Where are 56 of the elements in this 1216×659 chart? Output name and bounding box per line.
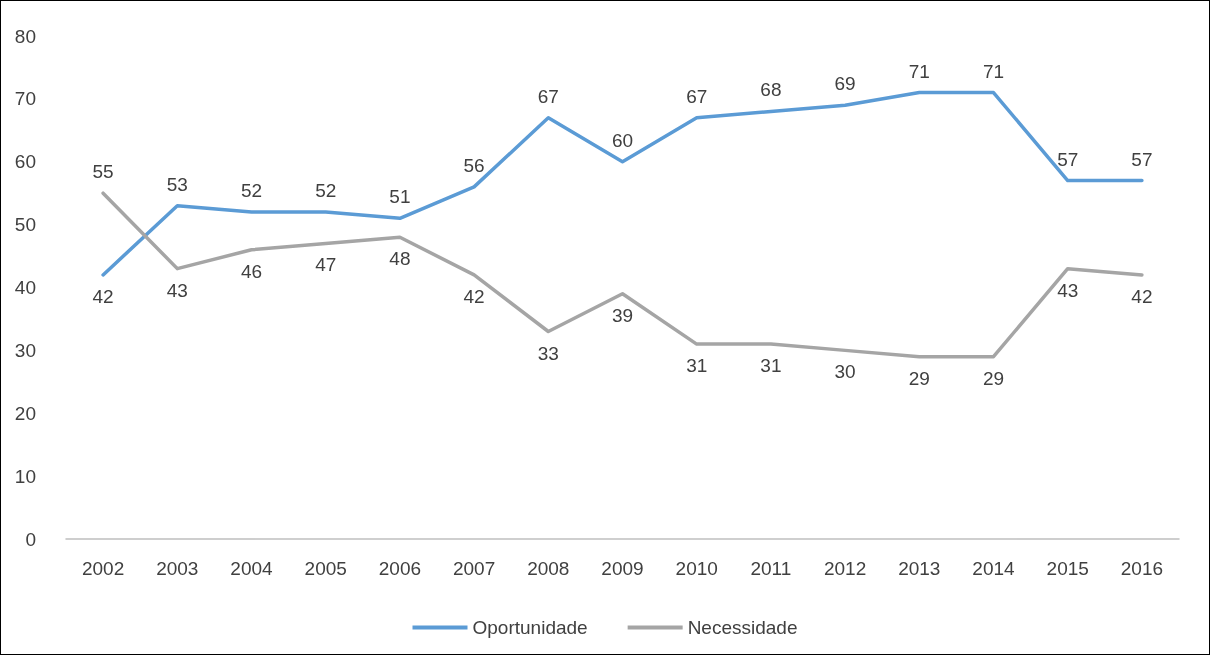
y-tick-label: 80 [14, 25, 36, 47]
data-label: 69 [834, 73, 856, 95]
data-label: 31 [760, 355, 782, 377]
x-tick-label: 2006 [378, 558, 422, 579]
data-label: 43 [1057, 279, 1079, 301]
data-label: 68 [760, 79, 782, 101]
data-label: 52 [240, 180, 263, 202]
y-tick-label: 10 [14, 465, 36, 487]
y-tick-label: 30 [14, 339, 36, 361]
data-label: 71 [982, 60, 1005, 82]
legend-label: Necessidade [687, 617, 798, 638]
y-tick-label: 60 [14, 151, 36, 173]
x-tick-label: 2012 [823, 558, 867, 579]
data-label: 43 [166, 279, 188, 301]
y-tick-label: 20 [14, 402, 36, 424]
data-label: 47 [315, 254, 337, 276]
y-tick-label: 0 [25, 528, 36, 550]
x-tick-label: 2004 [230, 558, 274, 579]
y-tick-label: 40 [14, 277, 36, 298]
x-tick-label: 2014 [972, 558, 1016, 579]
legend-label: Oportunidade [472, 617, 588, 638]
x-tick-label: 2015 [1046, 558, 1089, 579]
y-tick-label: 50 [14, 214, 36, 236]
data-label: 29 [908, 367, 930, 389]
data-label: 30 [834, 361, 856, 383]
data-label: 42 [1131, 285, 1153, 307]
x-tick-label: 2002 [81, 558, 125, 579]
data-label: 56 [463, 154, 485, 176]
data-label: 53 [166, 173, 188, 195]
x-tick-label: 2013 [898, 558, 941, 579]
x-tick-label: 2016 [1120, 558, 1164, 579]
data-label: 60 [611, 129, 634, 151]
x-tick-label: 2007 [452, 558, 496, 579]
data-label: 48 [389, 248, 411, 270]
data-label: 31 [686, 355, 708, 377]
data-label: 57 [1057, 148, 1079, 170]
data-label: 67 [686, 85, 708, 107]
data-label: 39 [611, 304, 634, 326]
data-label: 57 [1131, 148, 1153, 170]
data-label: 51 [389, 186, 411, 208]
x-tick-label: 2010 [675, 558, 718, 579]
x-tick-label: 2003 [156, 558, 199, 579]
data-label: 46 [240, 260, 263, 282]
x-tick-label: 2008 [527, 558, 570, 579]
x-tick-label: 2005 [304, 558, 347, 579]
data-label: 42 [92, 285, 114, 307]
x-tick-label: 2011 [750, 558, 792, 579]
y-tick-label: 70 [14, 88, 36, 110]
data-label: 42 [463, 285, 485, 307]
data-label: 29 [982, 367, 1005, 389]
x-tick-label: 2009 [601, 558, 644, 579]
data-label: 52 [315, 180, 337, 202]
data-label: 55 [92, 161, 114, 183]
data-label: 33 [537, 342, 559, 364]
data-label: 67 [537, 85, 559, 107]
data-label: 71 [908, 60, 930, 82]
